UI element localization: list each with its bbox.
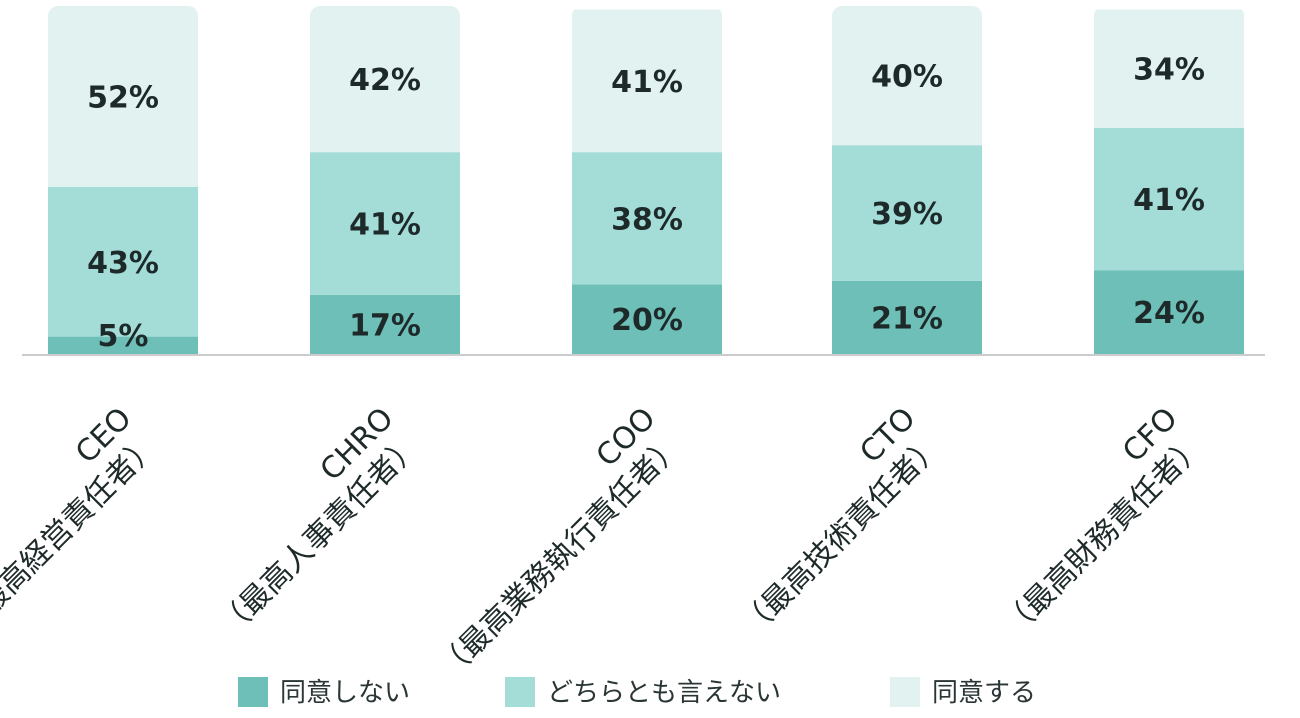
bar-segment-chro-2 bbox=[310, 6, 460, 153]
bar-segment-coo-0 bbox=[572, 284, 722, 354]
value-label-chro-1: 41% bbox=[349, 208, 421, 243]
value-label-cto-0: 21% bbox=[871, 301, 943, 336]
category-title-coo: （最高業務執行責任者） bbox=[431, 428, 689, 686]
category-label-coo: COO（最高業務執行責任者） bbox=[431, 401, 689, 686]
bar-segment-cto-1 bbox=[832, 145, 982, 281]
legend-label-0: 同意しない bbox=[280, 678, 410, 708]
category-title-cto: （最高技術責任者） bbox=[734, 428, 950, 644]
legend-label-2: 同意する bbox=[932, 678, 1036, 708]
bar-segment-cfo-1 bbox=[1094, 127, 1244, 271]
legend-swatch-2 bbox=[890, 677, 920, 707]
value-label-chro-0: 17% bbox=[349, 308, 421, 343]
bar-segment-chro-1 bbox=[310, 152, 460, 295]
value-label-coo-1: 38% bbox=[611, 202, 683, 237]
value-label-ceo-1: 43% bbox=[87, 246, 159, 281]
category-labels-group: CEO（最高経営責任者） CHRO（最高人事責任者） COO（最高業務執行責任者） C… bbox=[0, 401, 1212, 686]
legend-swatch-0 bbox=[238, 677, 268, 707]
bar-segment-coo-1 bbox=[572, 152, 722, 285]
bar-segment-chro-0 bbox=[310, 294, 460, 354]
value-label-cfo-1: 41% bbox=[1133, 183, 1205, 218]
value-label-chro-2: 42% bbox=[349, 63, 421, 98]
category-label-cto: CTO（最高技術責任者） bbox=[734, 401, 950, 644]
value-labels-group: 5% 43% 52% 17% 41% 42% 20% 38% 41% 21% 39% 40% 24% 41… bbox=[87, 53, 1205, 354]
value-label-coo-0: 20% bbox=[611, 303, 683, 338]
value-label-ceo-2: 52% bbox=[87, 80, 159, 115]
bar-segment-ceo-0 bbox=[48, 336, 198, 354]
legend: 同意しない どちらとも言えない 同意する bbox=[238, 677, 1036, 708]
category-label-ceo: CEO（最高経営責任者） bbox=[0, 401, 166, 644]
category-label-chro: CHRO（最高人事責任者） bbox=[212, 401, 428, 644]
category-label-cfo: CFO（最高財務責任者） bbox=[996, 401, 1212, 644]
category-title-cfo: （最高財務責任者） bbox=[996, 428, 1212, 644]
value-label-ceo-0: 5% bbox=[98, 319, 149, 354]
value-label-cfo-2: 34% bbox=[1133, 53, 1205, 88]
bar-segment-ceo-2 bbox=[48, 6, 198, 187]
bars-group bbox=[48, 6, 1244, 354]
bar-segment-cto-2 bbox=[832, 6, 982, 146]
bar-segment-cfo-0 bbox=[1094, 270, 1244, 354]
legend-label-1: どちらとも言えない bbox=[547, 678, 781, 708]
legend-swatch-1 bbox=[505, 677, 535, 707]
bar-segment-coo-2 bbox=[572, 9, 722, 153]
value-label-coo-2: 41% bbox=[611, 65, 683, 100]
bar-segment-ceo-1 bbox=[48, 186, 198, 337]
bar-segment-cto-0 bbox=[832, 280, 982, 354]
value-label-cto-1: 39% bbox=[871, 197, 943, 232]
value-label-cto-2: 40% bbox=[871, 60, 943, 95]
value-label-cfo-0: 24% bbox=[1133, 296, 1205, 331]
bar-segment-cfo-2 bbox=[1094, 9, 1244, 128]
